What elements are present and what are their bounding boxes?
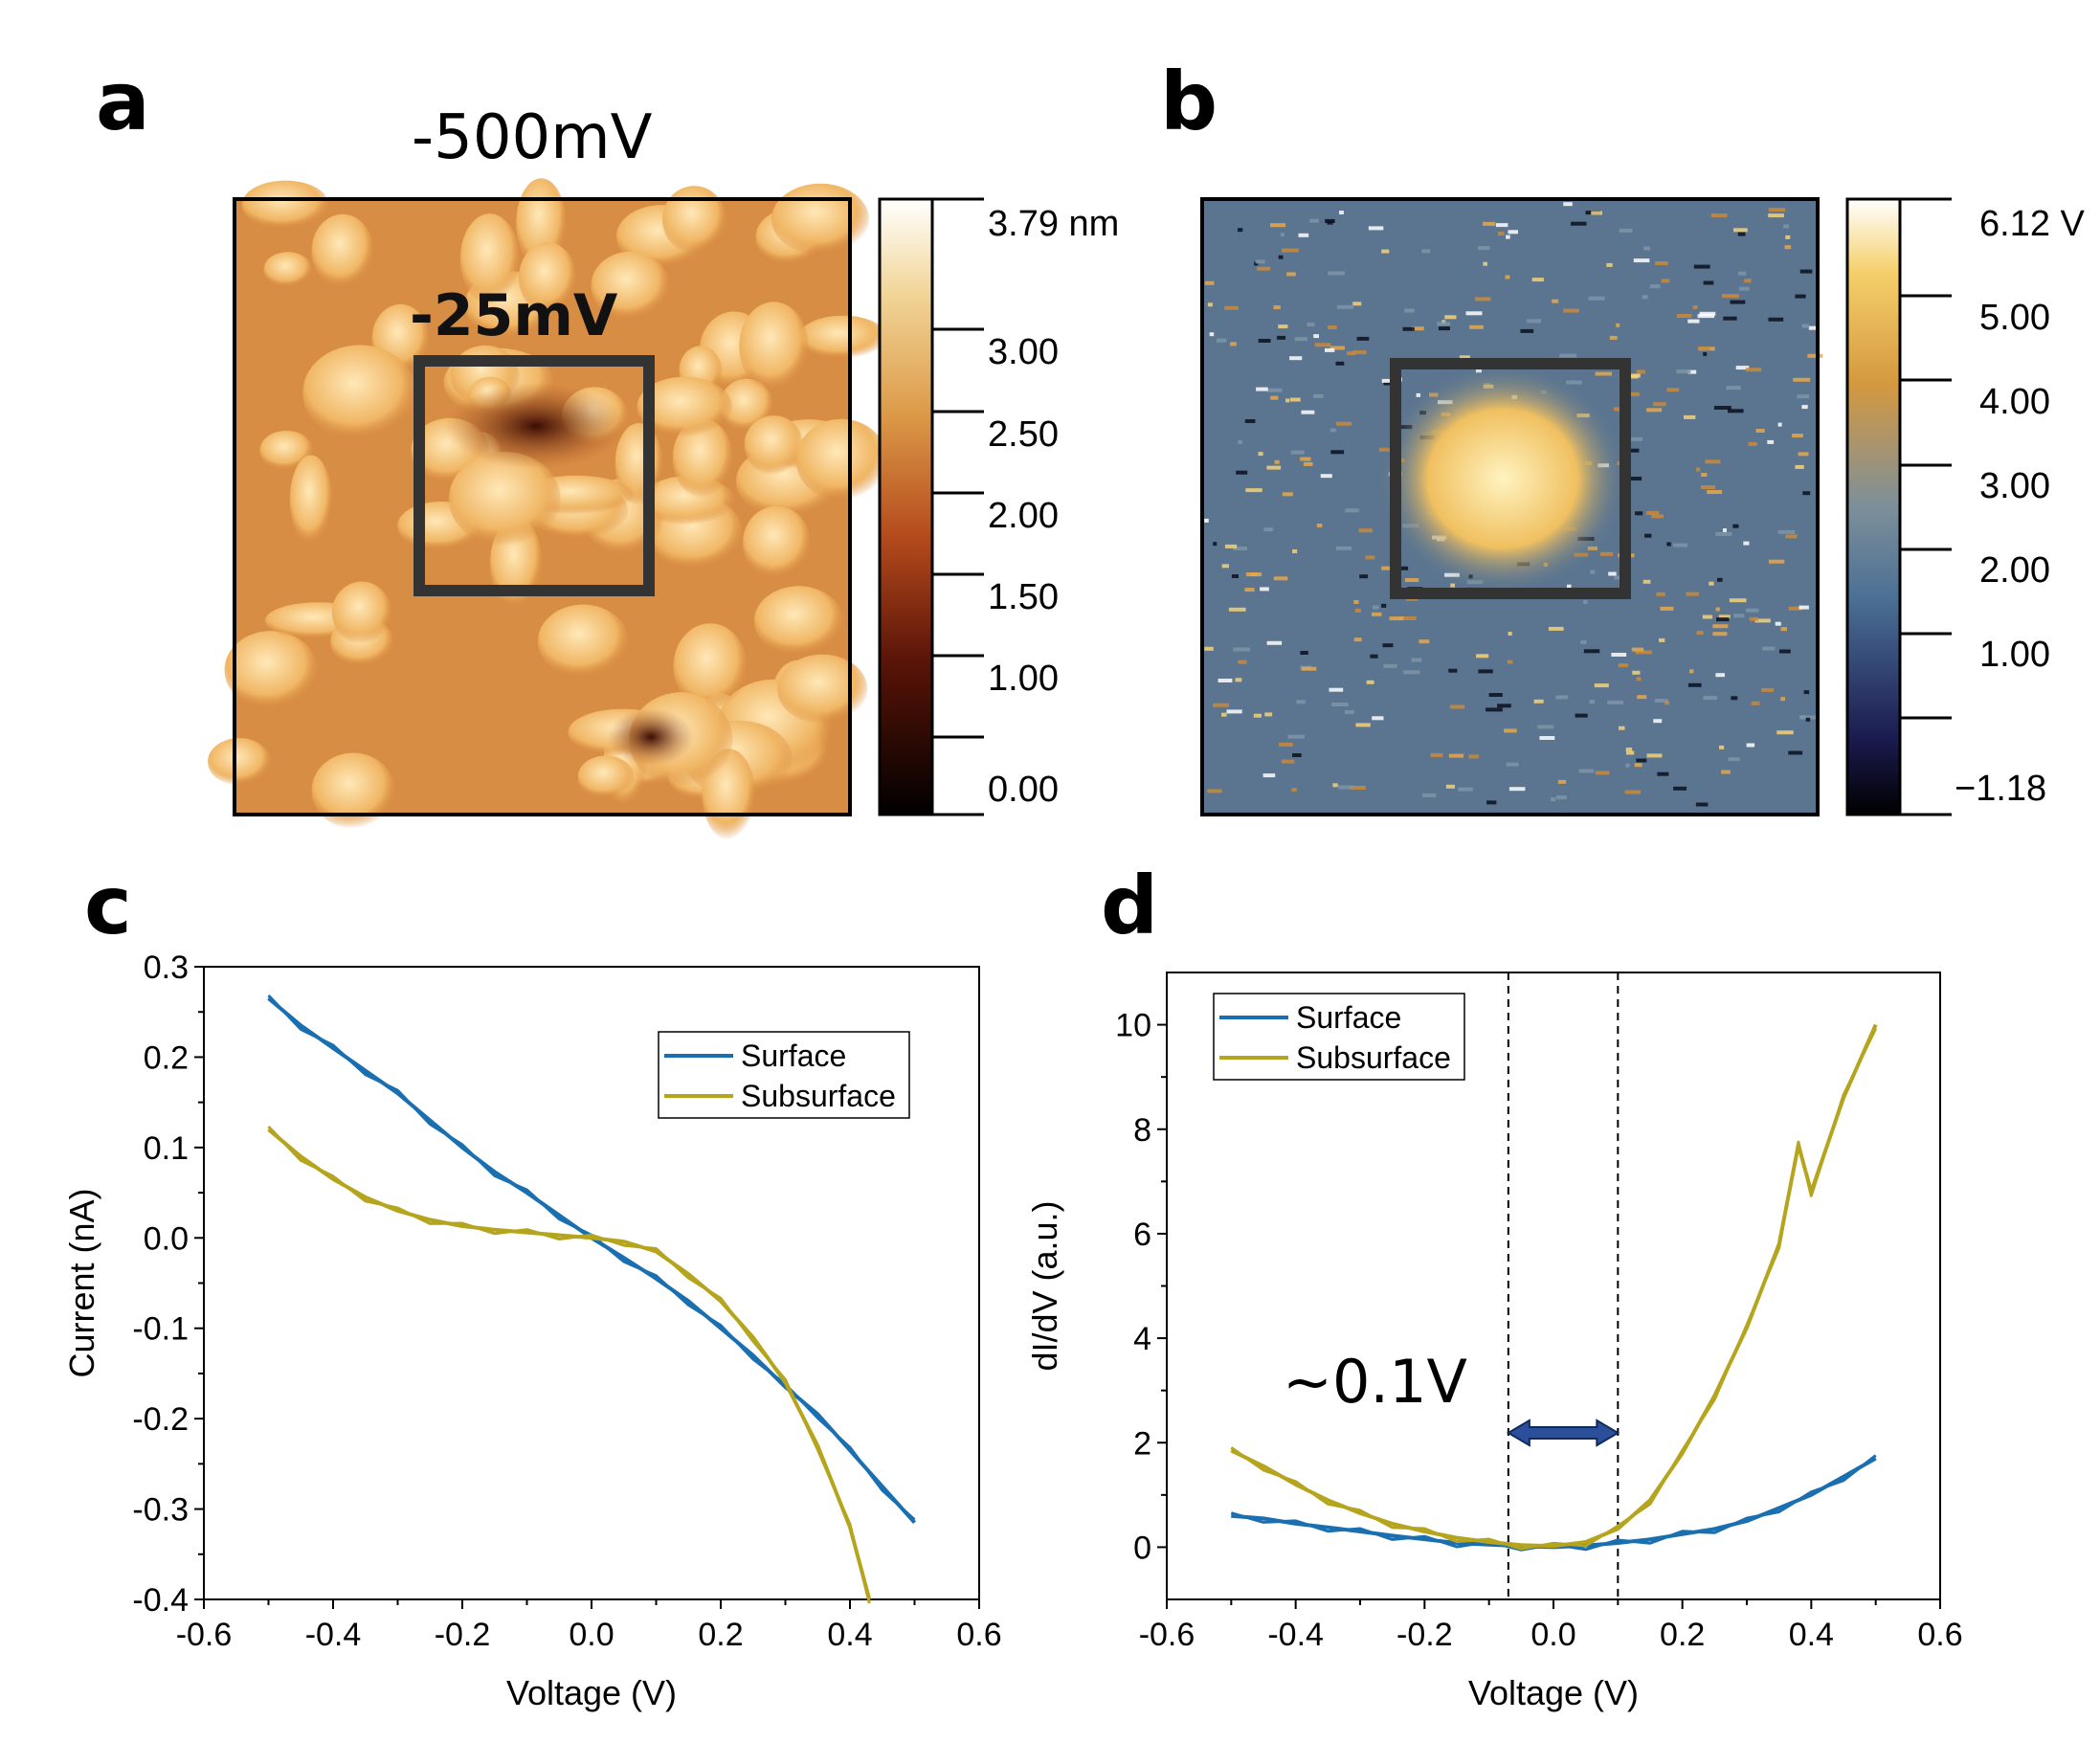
- legend-label-surface: Surface: [1296, 1000, 1401, 1035]
- colorbar-b-tick: 4.00: [1979, 382, 2050, 422]
- chart-c-iv-curves: -0.6 -0.4 -0.2 0.0 0.2 0.4 0.60.30.20.10.0-0.1…: [62, 950, 1002, 1712]
- colorbar-a-tick: 1.00: [988, 659, 1059, 699]
- y-axis-label: dI/dV (a.u.): [1025, 1200, 1064, 1371]
- y-tick-label: 0.0: [144, 1220, 189, 1257]
- colorbar-b-max-label: 6.12 V: [1979, 204, 2086, 244]
- legend: Surface Subsurface: [658, 1031, 910, 1119]
- series-line-subsurface: [1230, 1023, 1878, 1549]
- colorbar-b: 6.12 V 5.00 4.00 3.00 2.00 1.00 −1.18: [1845, 197, 2086, 816]
- afm-topography-image: [208, 178, 887, 840]
- panel-letter-c: c: [84, 859, 132, 952]
- series-line-subsurface: [267, 1128, 872, 1600]
- legend: Surface Subsurface: [1213, 993, 1465, 1081]
- colorbar-b-tick: 2.00: [1979, 550, 2050, 591]
- panel-letter-a: a: [96, 55, 150, 148]
- x-tick-label: -0.6: [176, 1617, 233, 1653]
- colorbar-a-tick: 3.00: [988, 332, 1059, 372]
- x-tick-label: -0.2: [1396, 1617, 1453, 1653]
- colorbar-a-tick: 2.50: [988, 414, 1059, 455]
- x-tick-label: 0.0: [569, 1617, 614, 1653]
- y-tick-label: 0.2: [144, 1039, 189, 1076]
- colorbar-a-tick: 0.00: [988, 770, 1059, 810]
- x-tick-label: 0.2: [698, 1617, 743, 1653]
- legend-label-subsurface: Subsurface: [1296, 1040, 1451, 1075]
- y-tick-label: 0.1: [144, 1130, 189, 1167]
- legend-box: [1213, 993, 1465, 1081]
- y-tick-label: 0: [1133, 1530, 1151, 1566]
- y-tick-label: -0.4: [132, 1582, 189, 1619]
- legend-box: [658, 1031, 910, 1119]
- x-tick-label: 0.4: [1789, 1617, 1834, 1653]
- legend-label-surface: Surface: [741, 1039, 846, 1073]
- colorbar-b-tick: 3.00: [1979, 466, 2050, 506]
- colorbar-a-tick: 2.00: [988, 496, 1059, 536]
- x-tick-label: 0.2: [1660, 1617, 1705, 1653]
- y-tick-label: 4: [1133, 1321, 1151, 1357]
- chart-d-didv-curves: -0.6 -0.4 -0.2 0.0 0.2 0.4 0.6 10 8 6 4 2 0 Voltage (…: [1025, 972, 1963, 1712]
- y-axis-label: Current (nA): [62, 1188, 101, 1377]
- scan-region-box-a: [413, 355, 655, 596]
- x-tick-label: -0.4: [305, 1617, 362, 1653]
- colorbar-a-tick: 1.50: [988, 577, 1059, 617]
- colorbar-b-tick: 5.00: [1979, 298, 2050, 338]
- gap-annotation-label: ~0.1V: [1283, 1347, 1467, 1417]
- y-tick-label: 6: [1133, 1217, 1151, 1253]
- panel-letter-d: d: [1101, 859, 1158, 952]
- y-tick-label: 0.3: [144, 950, 189, 986]
- x-tick-label: 0.0: [1530, 1617, 1575, 1653]
- scan-region-box-b: [1390, 358, 1631, 599]
- box-label-25mv: -25mV: [410, 282, 618, 349]
- x-tick-label: 0.6: [956, 1617, 1001, 1653]
- panel-letter-b: b: [1160, 55, 1218, 148]
- y-tick-label: 10: [1115, 1008, 1151, 1044]
- y-tick-label: -0.2: [132, 1401, 189, 1438]
- panel-a-title: -500mV: [412, 102, 653, 173]
- y-tick-label: -0.1: [132, 1311, 189, 1348]
- y-tick-label: 2: [1133, 1425, 1151, 1462]
- x-axis-label: Voltage (V): [506, 1673, 677, 1712]
- x-tick-label: 0.4: [827, 1617, 872, 1653]
- legend-label-subsurface: Subsurface: [741, 1079, 896, 1113]
- y-tick-label: 8: [1133, 1112, 1151, 1149]
- x-tick-label: -0.2: [435, 1617, 491, 1653]
- gap-double-arrow: [1506, 1419, 1620, 1447]
- colorbar-b-tick: −1.18: [1955, 769, 2046, 809]
- x-tick-label: -0.4: [1267, 1617, 1324, 1653]
- colorbar-a-max-label: 3.79 nm: [988, 204, 1119, 244]
- x-axis-label: Voltage (V): [1468, 1673, 1639, 1712]
- colorbar-a: 3.79 nm 3.00 2.50 2.00 1.50 1.00 0.00: [878, 197, 1119, 816]
- x-tick-label: -0.6: [1139, 1617, 1195, 1653]
- potential-map-image: [1200, 197, 1823, 816]
- colorbar-b-tick: 1.00: [1979, 635, 2050, 675]
- series-line-subsurface-return: [267, 1125, 871, 1604]
- series-line-subsurface-return: [1230, 1027, 1878, 1551]
- y-tick-label: -0.3: [132, 1492, 189, 1529]
- x-tick-label: 0.6: [1917, 1617, 1962, 1653]
